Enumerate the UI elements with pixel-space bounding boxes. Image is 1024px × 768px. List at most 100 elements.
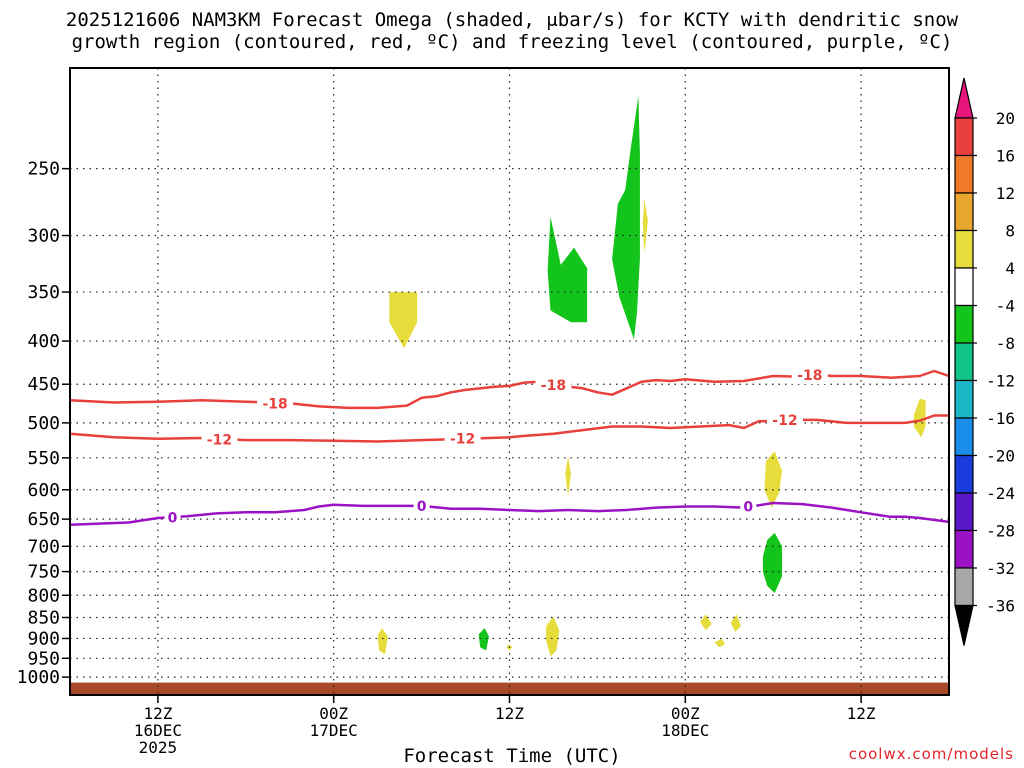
omega-area: [642, 199, 648, 254]
omega-area: [612, 95, 640, 340]
colorbar-label: 20: [996, 109, 1015, 128]
x-tick-label: 00Z: [671, 704, 700, 723]
plot-frame: [69, 67, 950, 696]
omega-area: [389, 292, 418, 349]
y-tick-label: 500: [27, 413, 60, 434]
y-tick-label: 1000: [17, 667, 60, 688]
colorbar-swatch: [954, 567, 974, 607]
omega-area: [700, 614, 712, 631]
x-axis-title: Forecast Time (UTC): [403, 745, 621, 767]
terrain-fill: [70, 682, 949, 695]
colorbar-swatch: [954, 267, 974, 307]
x-tick-label: 18DEC: [661, 721, 709, 740]
colorbar-label: -32: [986, 559, 1015, 578]
y-tick-label: 550: [27, 448, 60, 469]
omega-area: [714, 638, 725, 648]
y-tick-label: 300: [27, 226, 60, 247]
colorbar-label: 8: [1005, 222, 1015, 241]
colorbar-swatch: [954, 379, 974, 419]
contour-lines: -18 -18 -18 -12 -12 -12 0 0 0: [69, 366, 950, 527]
x-tick-label: 12Z: [847, 704, 876, 723]
y-tick-label: 850: [27, 607, 60, 628]
contour-label: 0: [743, 499, 753, 515]
contour-label-bg: [766, 410, 803, 429]
omega-area: [478, 628, 489, 651]
colorbar-swatch: [954, 417, 974, 457]
omega-area: [546, 616, 560, 657]
contour-label-bg: [535, 376, 572, 395]
y-tick-label: 350: [27, 282, 60, 303]
colorbar-swatch: [954, 342, 974, 382]
colorbar-swatch: [954, 229, 974, 269]
y-tick-label: 600: [27, 480, 60, 501]
omega-area: [565, 456, 571, 496]
x-tick-label: 16DEC: [134, 721, 182, 740]
contour-label: -18: [541, 378, 566, 394]
contour-label: 0: [417, 499, 427, 515]
contour-label: -18: [262, 396, 287, 412]
colorbar-swatch: [954, 192, 974, 232]
colorbar-label: -20: [986, 447, 1015, 466]
colorbar-swatch: [954, 529, 974, 569]
y-tick-label: 800: [27, 585, 60, 606]
colorbar-label: -16: [986, 409, 1015, 428]
contour-label: -12: [772, 413, 797, 429]
contour-label-bg: [413, 496, 430, 515]
colorbar-label: -8: [996, 334, 1015, 353]
colorbar-swatch: [954, 304, 974, 344]
contour-label: -18: [797, 368, 822, 384]
colorbar-label: -4: [996, 297, 1015, 316]
colorbar-label: -24: [986, 484, 1015, 503]
colorbar-label: 12: [996, 184, 1015, 203]
colorbar-swatch: [954, 454, 974, 494]
colorbar-arrow-bottom: [954, 604, 974, 646]
contour-label-bg: [257, 394, 294, 413]
chart-title-line2: growth region (contoured, red, ºC) and f…: [71, 31, 953, 53]
contour-label-bg: [164, 508, 181, 527]
chart-title-line1: 2025121606 NAM3KM Forecast Omega (shaded…: [65, 9, 959, 31]
x-tick-label: 2025: [139, 738, 178, 757]
colorbar-label: 16: [996, 147, 1015, 166]
y-tick-label: 400: [27, 331, 60, 352]
colorbar-swatch: [954, 492, 974, 532]
colorbar-label: -36: [986, 597, 1015, 616]
contour-label-bg: [740, 497, 757, 516]
x-tick-label: 12Z: [143, 704, 172, 723]
omega-area: [377, 628, 388, 655]
colorbar: 20 16 12 8 4 -4 -8 -12 -16 -20 -24 -28 -32 -36: [954, 77, 1015, 646]
y-tick-label: 900: [27, 628, 60, 649]
colorbar-label: 4: [1005, 259, 1015, 278]
y-tick-label: 450: [27, 374, 60, 395]
contour-line: [69, 501, 950, 526]
credit-link[interactable]: coolwx.com/models: [848, 745, 1014, 763]
omega-area: [547, 216, 588, 323]
contour-label: 0: [168, 510, 178, 526]
omega-area: [762, 532, 782, 593]
contour-label: -12: [207, 432, 232, 448]
colorbar-label: -28: [986, 522, 1015, 541]
y-tick-label: 650: [27, 509, 60, 530]
contour-label: -12: [450, 432, 475, 448]
x-tick-label: 00Z: [319, 704, 348, 723]
y-axis: 2503003504004505005506006507007508008509…: [17, 159, 70, 688]
grid: [70, 68, 949, 695]
omega-area: [764, 451, 782, 508]
x-tick-label: 12Z: [495, 704, 524, 723]
contour-label-bg: [791, 366, 828, 385]
omega-area: [730, 614, 741, 632]
colorbar-swatch: [954, 117, 974, 157]
contour-label-bg: [444, 429, 481, 448]
y-tick-label: 750: [27, 562, 60, 583]
y-tick-label: 250: [27, 159, 60, 180]
terrain-band: [70, 682, 949, 695]
contour-label-bg: [201, 430, 238, 449]
y-tick-label: 700: [27, 536, 60, 557]
colorbar-swatch: [954, 154, 974, 194]
y-tick-label: 950: [27, 648, 60, 669]
colorbar-label: -12: [986, 372, 1015, 391]
omega-area: [913, 398, 926, 438]
contour-line: [69, 414, 949, 443]
x-tick-label: 17DEC: [310, 721, 358, 740]
